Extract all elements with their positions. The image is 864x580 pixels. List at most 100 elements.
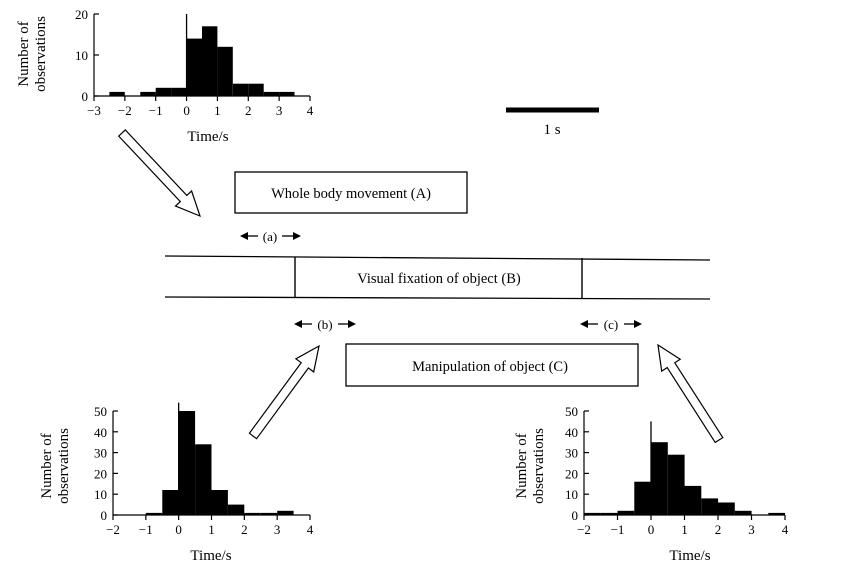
histogram-bar xyxy=(701,498,719,515)
histogram-bar xyxy=(109,91,125,96)
histogram-bar xyxy=(145,512,163,515)
histogram-bar xyxy=(227,504,245,515)
x-tick-label: 3 xyxy=(276,103,283,118)
x-tick-label: 0 xyxy=(175,522,182,537)
y-axis-label-line2: observations xyxy=(531,428,547,504)
histogram-bar xyxy=(651,442,668,515)
whole-body-movement-label: Whole body movement (A) xyxy=(271,186,431,202)
hollow-arrow-icon xyxy=(248,344,320,440)
histogram-bar xyxy=(667,454,685,515)
x-tick-label: 2 xyxy=(715,522,722,537)
x-tick-label: −3 xyxy=(87,103,101,118)
hollow-arrow-to-fixation-start xyxy=(248,344,320,440)
whole-body-movement-box xyxy=(234,171,468,214)
x-axis-label: Time/s xyxy=(187,129,228,145)
histogram-bar xyxy=(202,26,218,96)
interval-a-marker: (a) xyxy=(240,229,301,244)
histogram-bars xyxy=(584,442,786,515)
histogram-whole-body-movement: 0 10 20 −3 −2 −1 0 1 2 3 4 Time/s Number of obser… xyxy=(16,7,314,145)
histogram-bar xyxy=(244,512,261,515)
y-tick-label: 10 xyxy=(94,487,107,502)
histogram-bar xyxy=(248,83,264,96)
visual-fixation-label: Visual fixation of object (B) xyxy=(357,271,521,287)
y-tick-label: 40 xyxy=(565,425,578,440)
y-tick-label: 20 xyxy=(75,7,88,22)
histogram-bar xyxy=(600,512,618,515)
x-tick-label: 0 xyxy=(648,522,655,537)
x-tick-label: 2 xyxy=(245,103,252,118)
histogram-bar xyxy=(584,512,601,515)
y-tick-label: 0 xyxy=(572,508,579,523)
y-axis-label-line1: Number of xyxy=(39,433,55,498)
histogram-bar xyxy=(734,510,752,515)
x-tick-label: 3 xyxy=(274,522,281,537)
histogram-bar xyxy=(684,485,702,515)
y-axis-label-line1: Number of xyxy=(514,433,530,498)
histogram-bar xyxy=(768,512,786,515)
histogram-bar xyxy=(186,38,202,96)
x-tick-label: −2 xyxy=(577,522,591,537)
histogram-bar xyxy=(279,91,295,96)
x-tick-label: 0 xyxy=(183,103,190,118)
interval-b-marker: (b) xyxy=(294,317,356,332)
y-tick-label: 10 xyxy=(75,48,88,63)
y-tick-label: 0 xyxy=(101,508,108,523)
y-tick-label: 0 xyxy=(82,89,89,104)
fixation-band-bottom-line xyxy=(164,296,711,300)
x-tick-label: 3 xyxy=(748,522,755,537)
y-tick-label: 50 xyxy=(94,404,107,419)
x-tick-label: 4 xyxy=(307,522,314,537)
x-tick-label: 1 xyxy=(681,522,688,537)
histogram-bar xyxy=(277,510,294,515)
x-tick-label: 4 xyxy=(782,522,789,537)
scale-bar-label: 1 s xyxy=(543,122,560,138)
x-tick-label: −1 xyxy=(139,522,153,537)
y-tick-label: 10 xyxy=(565,487,578,502)
scale-bar: 1 s xyxy=(506,107,599,138)
x-tick-label: 4 xyxy=(307,103,314,118)
arrow-left-icon xyxy=(240,232,248,240)
histogram-bar xyxy=(263,91,280,96)
arrow-right-icon xyxy=(293,232,301,240)
histogram-bar xyxy=(195,444,212,515)
arrow-right-icon xyxy=(348,320,356,328)
histogram-bar xyxy=(617,510,635,515)
x-axis-label: Time/s xyxy=(669,548,710,564)
interval-c-marker: (c) xyxy=(580,317,642,332)
x-tick-label: −2 xyxy=(106,522,120,537)
y-tick-label: 20 xyxy=(565,466,578,481)
histogram-bar xyxy=(211,490,228,515)
histogram-manipulation-onset: 0 10 20 30 40 50 −2 −1 0 1 2 3 4 Time/s Number of o… xyxy=(514,404,789,564)
y-tick-label: 40 xyxy=(94,425,107,440)
manipulation-label: Manipulation of object (C) xyxy=(412,359,568,375)
histogram-bars xyxy=(145,411,294,515)
hollow-arrow-to-fixation-end xyxy=(657,343,724,444)
arrow-right-icon xyxy=(634,320,642,328)
histogram-bar xyxy=(162,490,179,515)
histogram-bar xyxy=(718,502,735,515)
x-tick-label: −1 xyxy=(149,103,163,118)
y-tick-label: 30 xyxy=(94,446,107,461)
x-tick-label: 2 xyxy=(241,522,248,537)
histogram-bar xyxy=(178,411,196,515)
hollow-arrow-icon xyxy=(117,129,201,218)
y-tick-label: 50 xyxy=(565,404,578,419)
histogram-bar xyxy=(171,87,187,96)
interval-c-label: (c) xyxy=(604,317,618,332)
y-axis-label-line2: observations xyxy=(33,16,49,92)
histogram-bar xyxy=(634,481,652,515)
histogram-bar xyxy=(155,87,172,96)
x-tick-label: 1 xyxy=(208,522,215,537)
y-tick-label: 30 xyxy=(565,446,578,461)
x-tick-label: 1 xyxy=(214,103,221,118)
y-tick-label: 20 xyxy=(94,466,107,481)
hollow-arrow-to-whole-body-start xyxy=(117,129,201,218)
hollow-arrow-icon xyxy=(657,343,724,444)
histogram-bar xyxy=(140,91,156,96)
histogram-bar xyxy=(217,46,233,96)
histogram-bar xyxy=(260,512,278,515)
fixation-band-top-line xyxy=(164,255,711,261)
histogram-visual-fixation-onset: 0 10 20 30 40 50 −2 −1 0 1 2 3 4 Time/s Number of o… xyxy=(39,402,314,564)
arrow-left-icon xyxy=(294,320,302,328)
interval-b-label: (b) xyxy=(317,317,332,332)
